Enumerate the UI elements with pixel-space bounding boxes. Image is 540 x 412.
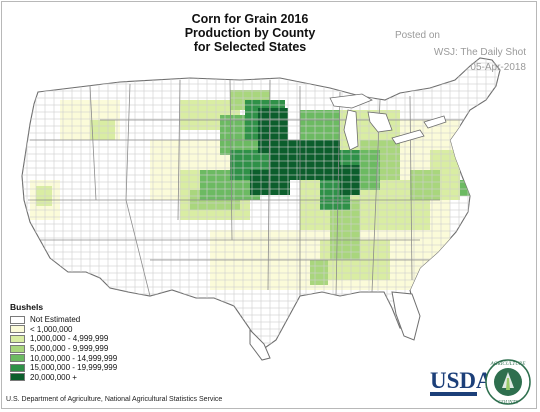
legend-item: 15,000,000 - 19,999,999 xyxy=(10,363,117,373)
legend-label: 10,000,000 - 14,999,999 xyxy=(30,353,118,363)
legend-item: 10,000,000 - 14,999,999 xyxy=(10,353,117,363)
watermark-posted: Posted on xyxy=(394,30,440,41)
map-title: Corn for Grain 2016 Production by County… xyxy=(150,12,350,54)
florida xyxy=(391,291,421,341)
seal-top-text: AGRICULTURE xyxy=(490,361,527,367)
usda-logo: USDA xyxy=(430,368,493,396)
title-line-3: for Selected States xyxy=(193,40,307,54)
state-boundaries xyxy=(28,79,470,297)
legend-swatch xyxy=(10,325,25,334)
texas-tip xyxy=(249,328,271,361)
legend-swatch xyxy=(10,344,25,353)
legend-swatch xyxy=(10,334,25,343)
watermark-date: 05-Apr-2018 xyxy=(470,62,526,73)
usda-underline xyxy=(430,392,477,396)
legend-swatch xyxy=(10,373,25,382)
legend-item: 1,000,000 - 4,999,999 xyxy=(10,334,117,344)
watermark-source: WSJ: The Daily Shot xyxy=(433,47,526,58)
title-line-2: Production by County xyxy=(184,26,316,40)
legend-label: Not Estimated xyxy=(30,315,81,325)
legend-swatch xyxy=(10,354,25,363)
usda-wordmark: USDA xyxy=(430,368,493,393)
source-note: U.S. Department of Agriculture, National… xyxy=(6,396,223,403)
legend-swatch xyxy=(10,363,25,372)
legend-label: < 1,000,000 xyxy=(30,324,73,334)
legend-label: 15,000,000 - 19,999,999 xyxy=(30,363,118,373)
legend-title: Bushels xyxy=(10,302,44,312)
legend-swatch xyxy=(10,315,25,324)
legend-item: 5,000,000 - 9,999,999 xyxy=(10,344,117,354)
legend-item: 20,000,000 + xyxy=(10,373,117,383)
seal-bottom-text: COUNTS xyxy=(498,400,518,406)
title-line-1: Corn for Grain 2016 xyxy=(191,12,309,26)
legend-label: 1,000,000 - 4,999,999 xyxy=(30,334,109,344)
legend-label: 5,000,000 - 9,999,999 xyxy=(30,344,109,354)
agriculture-counts-seal: AGRICULTURE COUNTS xyxy=(485,359,531,406)
legend-label: 20,000,000 + xyxy=(30,372,77,382)
legend-item: Not Estimated xyxy=(10,315,117,325)
map-legend: Bushels Not Estimated < 1,000,000 1,000,… xyxy=(10,302,117,382)
legend-item: < 1,000,000 xyxy=(10,325,117,335)
great-lakes xyxy=(329,93,447,151)
